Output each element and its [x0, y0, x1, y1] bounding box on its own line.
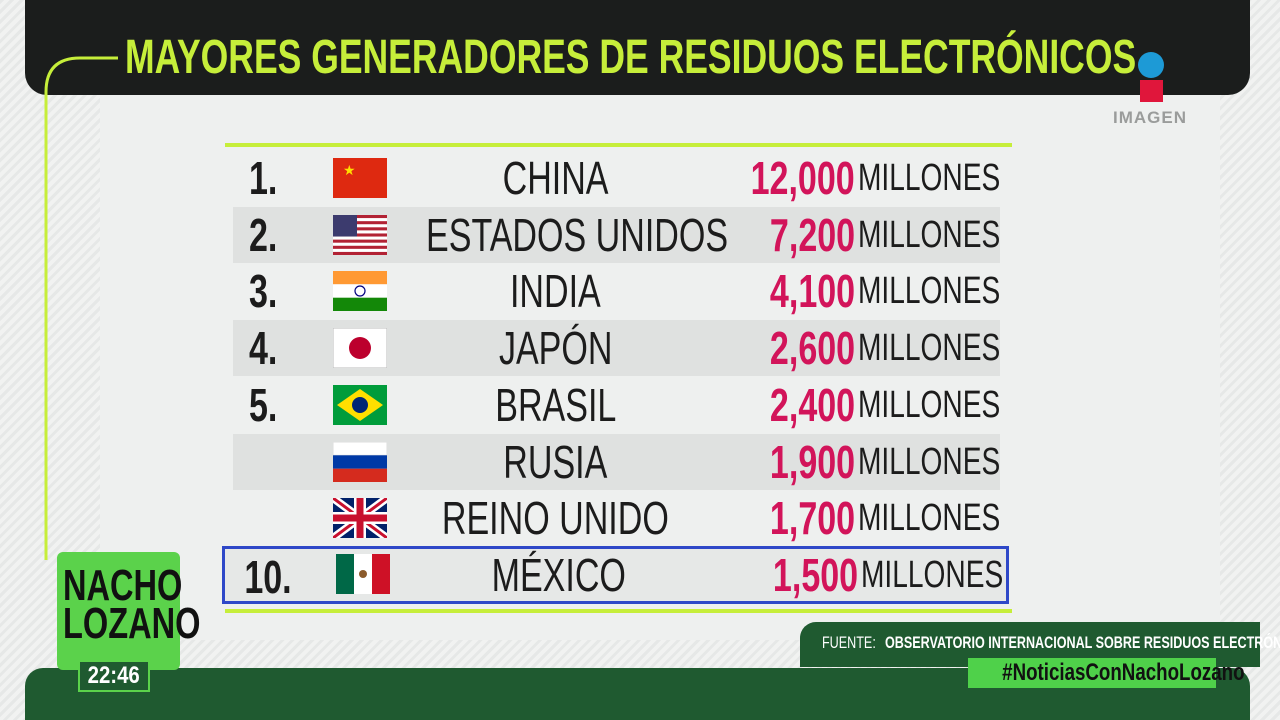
amount: 4,100 — [769, 265, 855, 317]
rank: 1. — [248, 152, 278, 204]
table-row: 2. ESTADOS UNIDOS 7,200 MILLONES — [233, 207, 1000, 263]
host-last: LOZANO — [63, 599, 201, 648]
svg-text:★: ★ — [343, 162, 356, 178]
unit: MILLONES — [858, 214, 1001, 256]
unit: MILLONES — [858, 497, 1001, 539]
host-badge: NACHO LOZANO — [57, 552, 200, 670]
country: RUSIA — [503, 436, 608, 488]
clock: 22:46 — [78, 660, 150, 692]
hashtag: #NoticiasConNachoLozano — [968, 658, 1245, 688]
amount: 1,500 — [772, 549, 858, 601]
unit: MILLONES — [858, 384, 1001, 426]
rank: 2. — [248, 209, 278, 261]
flag — [333, 328, 387, 368]
title: MAYORES GENERADORES DE RESIDUOS ELECTRÓN… — [125, 31, 1137, 84]
logo-text: IMAGEN — [1113, 108, 1187, 127]
amount: 1,900 — [769, 436, 855, 488]
table-row: 5. BRASIL 2,400 MILLONES — [233, 377, 1000, 433]
table-row: RUSIA 1,900 MILLONES — [233, 434, 1000, 490]
table-row: 10. MÉXICO 1,500 MILLONES — [222, 546, 1009, 604]
amount: 2,600 — [769, 322, 855, 374]
flag — [333, 442, 387, 482]
country: ESTADOS UNIDOS — [426, 209, 729, 261]
table-row: REINO UNIDO 1,700 MILLONES — [233, 490, 1000, 546]
rank: 10. — [244, 551, 292, 603]
flag — [333, 215, 387, 255]
country: MÉXICO — [491, 549, 626, 601]
country: BRASIL — [494, 379, 617, 431]
source-label: FUENTE: — [822, 633, 876, 652]
host-first: NACHO — [63, 561, 183, 610]
country: CHINA — [502, 152, 609, 204]
flag — [333, 271, 387, 311]
amount: 12,000 — [750, 152, 855, 204]
table-row: 4. JAPÓN 2,600 MILLONES — [233, 320, 1000, 376]
flag — [333, 498, 387, 538]
unit: MILLONES — [858, 327, 1001, 369]
unit: MILLONES — [861, 554, 1004, 596]
unit: MILLONES — [858, 157, 1001, 199]
rank: 5. — [248, 379, 278, 431]
amount: 2,400 — [769, 379, 855, 431]
amount: 1,700 — [769, 492, 855, 544]
title-bar — [25, 0, 1250, 95]
unit: MILLONES — [858, 441, 1001, 483]
rank: 3. — [248, 265, 278, 317]
unit: MILLONES — [858, 270, 1001, 312]
flag — [336, 554, 390, 594]
source: FUENTE: OBSERVATORIO INTERNACIONAL SOBRE… — [822, 630, 1280, 656]
table-row: 1. ★ CHINA 12,000 MILLONES — [233, 150, 1000, 206]
rank: 4. — [248, 322, 278, 374]
flag: ★ — [333, 158, 387, 198]
country: JAPÓN — [498, 322, 613, 374]
country: INDIA — [510, 265, 601, 317]
amount: 7,200 — [769, 209, 855, 261]
table-row: 3. INDIA 4,100 MILLONES — [233, 263, 1000, 319]
flag — [333, 385, 387, 425]
source-text: OBSERVATORIO INTERNACIONAL SOBRE RESIDUO… — [885, 633, 1280, 652]
country: REINO UNIDO — [442, 492, 669, 544]
